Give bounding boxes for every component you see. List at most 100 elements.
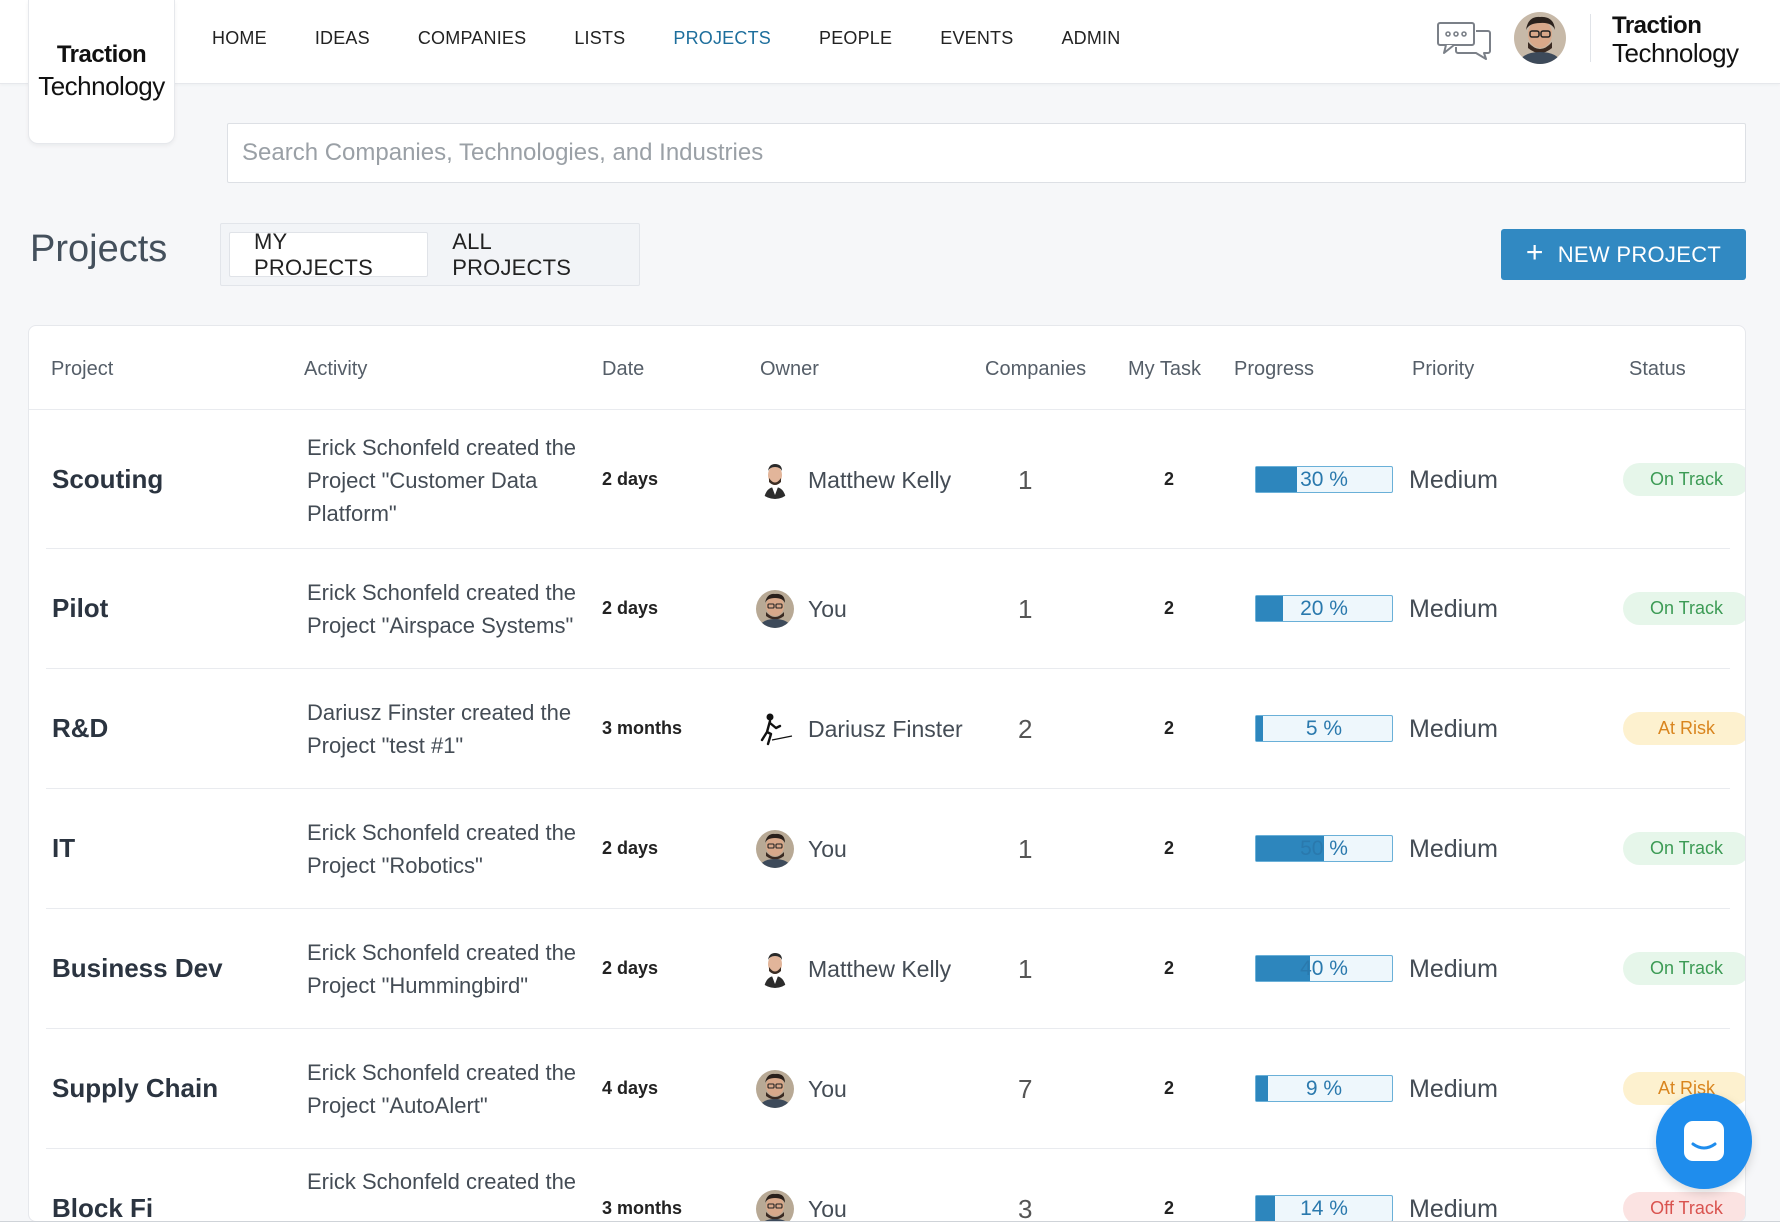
my-task-count: 2	[1164, 598, 1175, 618]
project-name[interactable]: Pilot	[52, 593, 109, 623]
new-project-button[interactable]: + NEW PROJECT	[1501, 229, 1746, 280]
project-name[interactable]: Block Fi	[52, 1193, 154, 1222]
companies-count: 1	[1018, 465, 1033, 495]
my-task-count: 2	[1164, 838, 1175, 858]
project-name[interactable]: Business Dev	[52, 953, 223, 983]
table-row[interactable]: Scouting Erick Schonfeld created the Proj…	[46, 411, 1745, 549]
my-task-count: 2	[1164, 469, 1175, 489]
user-avatar[interactable]	[1514, 12, 1566, 64]
brand-line-1: Traction	[1612, 12, 1702, 39]
progress-bar: 30 %	[1255, 466, 1393, 493]
header-project[interactable]: Project	[51, 358, 114, 380]
companies-count: 1	[1018, 954, 1033, 984]
status-badge: On Track	[1623, 592, 1745, 625]
progress-bar: 9 %	[1255, 1075, 1393, 1102]
priority-text: Medium	[1409, 1195, 1498, 1222]
messenger-icon[interactable]	[1656, 1093, 1752, 1189]
tab-my-projects[interactable]: MY PROJECTS	[229, 229, 429, 280]
table-row[interactable]: Pilot Erick Schonfeld created the Project…	[46, 549, 1745, 669]
nav-events[interactable]: EVENTS	[940, 27, 1014, 48]
priority-text: Medium	[1409, 1075, 1498, 1103]
companies-count: 1	[1018, 834, 1033, 864]
nav-people[interactable]: PEOPLE	[818, 27, 893, 48]
progress-bar: 40 %	[1255, 955, 1393, 982]
table-row[interactable]: R&D Dariusz Finster created the Project "…	[46, 669, 1745, 789]
progress-fill	[1256, 1076, 1269, 1101]
header-date[interactable]: Date	[602, 358, 645, 380]
priority-text: Medium	[1409, 715, 1498, 743]
companies-count: 2	[1018, 714, 1033, 744]
activity-text: Erick Schonfeld created the Project "Rob…	[307, 820, 577, 878]
activity-text: Erick Schonfeld created the Project "Hum…	[307, 940, 577, 998]
activity-text: Erick Schonfeld created the Project "Air…	[307, 580, 577, 638]
date-text: 2 days	[602, 838, 659, 858]
owner-name: Dariusz Finster	[808, 715, 963, 742]
chat-bubbles-icon[interactable]	[1436, 20, 1492, 60]
progress-fill	[1256, 836, 1324, 861]
nav-projects[interactable]: PROJECTS	[673, 27, 771, 48]
header-companies[interactable]: Companies	[985, 358, 1087, 380]
top-right-area: Traction Technology	[1380, 0, 1780, 76]
header-priority[interactable]: Priority	[1412, 358, 1475, 380]
header-progress[interactable]: Progress	[1234, 358, 1315, 380]
nav-home[interactable]: HOME	[212, 27, 267, 48]
nav-ideas[interactable]: IDEAS	[314, 27, 370, 48]
date-text: 2 days	[602, 598, 659, 618]
progress-fill	[1256, 956, 1311, 981]
companies-count: 3	[1018, 1194, 1033, 1222]
header-status[interactable]: Status	[1629, 358, 1686, 380]
activity-text: Erick Schonfeld created the Project "Cus…	[307, 434, 577, 526]
nav-lists[interactable]: LISTS	[574, 27, 626, 48]
table-header: Project Activity Date Owner Companies My…	[29, 326, 1745, 410]
status-badge: Off Track	[1623, 1192, 1745, 1221]
owner[interactable]: You	[756, 590, 847, 628]
header-owner[interactable]: Owner	[760, 358, 819, 380]
project-name[interactable]: Supply Chain	[52, 1073, 219, 1103]
table-row[interactable]: IT Erick Schonfeld created the Project "R…	[46, 789, 1745, 909]
header-my-task[interactable]: My Task	[1128, 358, 1201, 380]
page-title: Projects	[30, 228, 168, 270]
new-project-label: NEW PROJECT	[1557, 241, 1722, 267]
tab-all-projects[interactable]: ALL PROJECTS	[452, 228, 572, 280]
progress-bar: 20 %	[1255, 595, 1393, 622]
header-activity[interactable]: Activity	[304, 358, 368, 380]
progress-label: 5 %	[1305, 717, 1343, 740]
avatar-you	[756, 830, 794, 868]
table-row[interactable]: Block Fi Erick Schonfeld created the 3 mon…	[46, 1149, 1745, 1222]
progress-label: 40 %	[1300, 957, 1348, 980]
logo-line-2: Technology	[38, 71, 165, 101]
app-logo[interactable]: Traction Technology	[28, 0, 175, 144]
progress-label: 14 %	[1300, 1197, 1348, 1220]
brand-line-2: Technology	[1612, 38, 1739, 68]
nav-admin[interactable]: ADMIN	[1061, 27, 1121, 48]
owner[interactable]: Matthew Kelly	[756, 950, 951, 988]
owner-name: Matthew Kelly	[808, 466, 952, 493]
avatar-you	[756, 590, 794, 628]
owner[interactable]: You	[756, 1070, 847, 1108]
progress-label: 9 %	[1305, 1077, 1343, 1100]
progress-bar: 14 %	[1255, 1195, 1393, 1221]
project-name[interactable]: R&D	[52, 713, 109, 743]
search-input[interactable]	[228, 124, 1745, 182]
search-bar	[227, 123, 1746, 183]
progress-label: 50 %	[1300, 837, 1348, 860]
project-name[interactable]: Scouting	[52, 464, 164, 494]
date-text: 2 days	[602, 958, 659, 978]
progress-label: 20 %	[1300, 597, 1348, 620]
table-row[interactable]: Business Dev Erick Schonfeld created the …	[46, 909, 1745, 1029]
nav-companies[interactable]: COMPANIES	[417, 27, 527, 48]
project-name[interactable]: IT	[52, 833, 76, 863]
owner[interactable]: You	[756, 830, 847, 868]
priority-text: Medium	[1409, 595, 1498, 623]
owner[interactable]: You	[756, 1190, 847, 1221]
owner-name: Matthew Kelly	[808, 955, 952, 982]
date-text: 3 months	[602, 1198, 683, 1218]
activity-text: Dariusz Finster created the Project "tes…	[307, 700, 572, 758]
progress-label: 30 %	[1300, 468, 1348, 491]
status-badge: At Risk	[1623, 712, 1745, 745]
owner[interactable]: Matthew Kelly	[756, 461, 951, 499]
table-row[interactable]: Supply Chain Erick Schonfeld created the …	[46, 1029, 1745, 1149]
owner[interactable]: Dariusz Finster	[756, 710, 963, 748]
date-text: 4 days	[602, 1078, 659, 1098]
priority-text: Medium	[1409, 955, 1498, 983]
